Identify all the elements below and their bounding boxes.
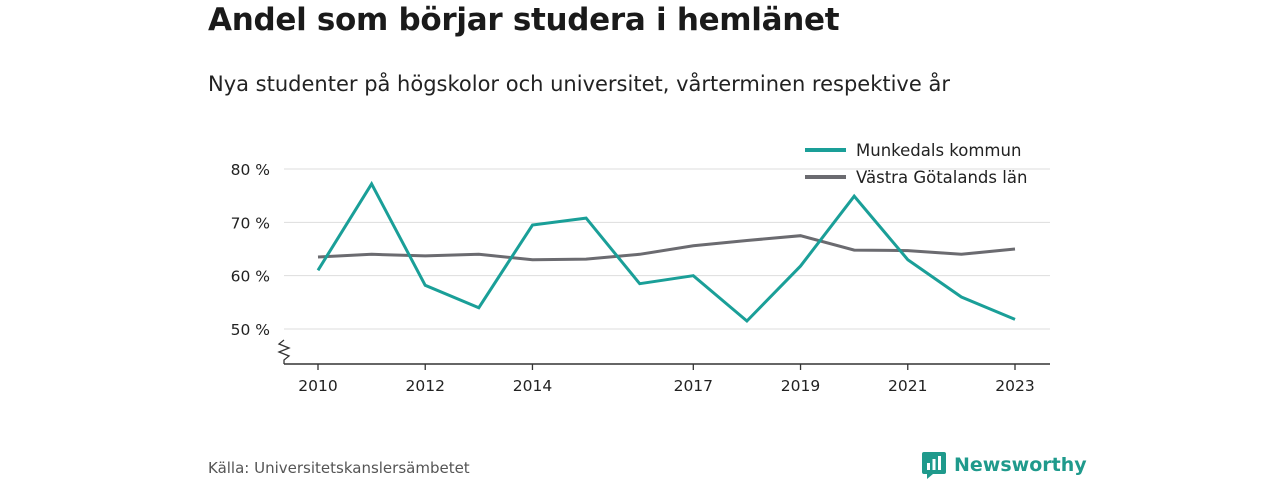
chart-title: Andel som börjar studera i hemlänet — [208, 2, 840, 38]
legend-label: Munkedals kommun — [856, 141, 1021, 160]
x-axis: 2010 2012 2014 2017 2019 2021 2023 — [277, 339, 1050, 395]
chart-subtitle: Nya studenter på högskolor och universit… — [208, 72, 950, 96]
series-line-munkedals-kommun — [316, 180, 1016, 324]
legend-label: Västra Götalands län — [856, 168, 1027, 187]
x-tick-label: 2010 — [298, 377, 337, 395]
x-tick-label: 2021 — [888, 377, 927, 395]
x-tick-label: 2023 — [995, 377, 1034, 395]
series-line-västra-götalands-län — [317, 234, 1016, 262]
legend: Munkedals kommun Västra Götalands län — [805, 141, 1027, 187]
y-tick-label: 50 % — [231, 321, 270, 339]
y-tick-label: 70 % — [231, 214, 270, 232]
y-tick-label: 80 % — [231, 161, 270, 179]
series-lines — [316, 180, 1016, 324]
x-tick-label: 2017 — [674, 377, 713, 395]
x-tick-label: 2019 — [781, 377, 820, 395]
y-axis-labels: 50 % 60 % 70 % 80 % — [231, 161, 270, 339]
gridlines — [284, 168, 1050, 330]
brand-name: Newsworthy — [954, 454, 1087, 476]
source-note: Källa: Universitetskanslersämbetet — [208, 459, 470, 477]
x-tick-label: 2014 — [513, 377, 552, 395]
newsworthy-brand: Newsworthy — [921, 450, 1087, 480]
newsworthy-logo-icon — [922, 452, 946, 479]
axis-break-icon — [277, 339, 291, 364]
x-tick-label: 2012 — [406, 377, 445, 395]
y-tick-label: 60 % — [231, 268, 270, 286]
